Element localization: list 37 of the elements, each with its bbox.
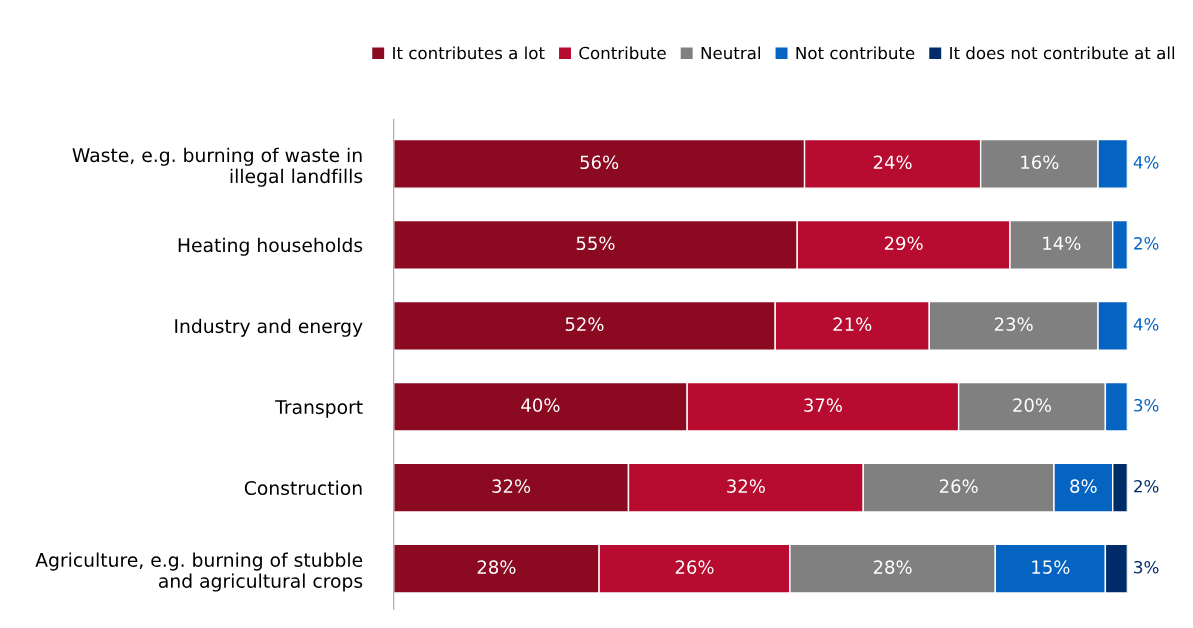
data-label: 37% xyxy=(804,398,842,412)
legend-label: Neutral xyxy=(701,46,760,60)
data-label: 23% xyxy=(994,317,1033,332)
data-label: 15% xyxy=(1032,560,1070,574)
data-label: 3% xyxy=(1134,560,1159,574)
legend-label: Not contribute xyxy=(796,46,915,60)
y-tick-label: Construction xyxy=(244,480,362,496)
data-label: 24% xyxy=(873,155,912,170)
data-label: 32% xyxy=(727,479,765,493)
data-label: 16% xyxy=(1021,155,1059,170)
data-label: 4% xyxy=(1133,156,1159,169)
y-tick-label: Agriculture, e.g. burning of stubble and agricultural crops xyxy=(35,552,363,592)
data-label: 3% xyxy=(1134,398,1159,412)
data-label: 28% xyxy=(873,560,912,574)
data-label: 21% xyxy=(833,317,872,332)
y-tick-label: Industry and energy xyxy=(175,318,363,337)
data-label: 14% xyxy=(1043,236,1081,251)
data-label: 2% xyxy=(1134,237,1159,250)
data-label: 26% xyxy=(675,560,714,574)
legend-label: It contributes a lot xyxy=(393,46,545,60)
y-tick-label: Waste, e.g. burning of waste in illegal landfills xyxy=(72,147,363,187)
data-label: 28% xyxy=(477,560,516,574)
data-label: 52% xyxy=(565,317,604,332)
data-label: 2% xyxy=(1134,479,1159,493)
data-label: 8% xyxy=(1070,479,1097,493)
y-tick-label: Transport xyxy=(275,400,363,418)
data-label: 20% xyxy=(1013,398,1052,412)
data-label: 40% xyxy=(521,398,560,412)
data-label: 32% xyxy=(492,479,531,493)
y-tick-label: Heating households xyxy=(178,237,363,256)
data-label: 4% xyxy=(1133,318,1159,331)
data-label: 26% xyxy=(939,479,978,493)
data-label: 29% xyxy=(884,236,923,251)
data-label: 55% xyxy=(576,236,615,251)
legend-label: It does not contribute at all xyxy=(950,46,1175,60)
legend-label: Contribute xyxy=(579,46,666,60)
data-label: 56% xyxy=(580,155,619,170)
